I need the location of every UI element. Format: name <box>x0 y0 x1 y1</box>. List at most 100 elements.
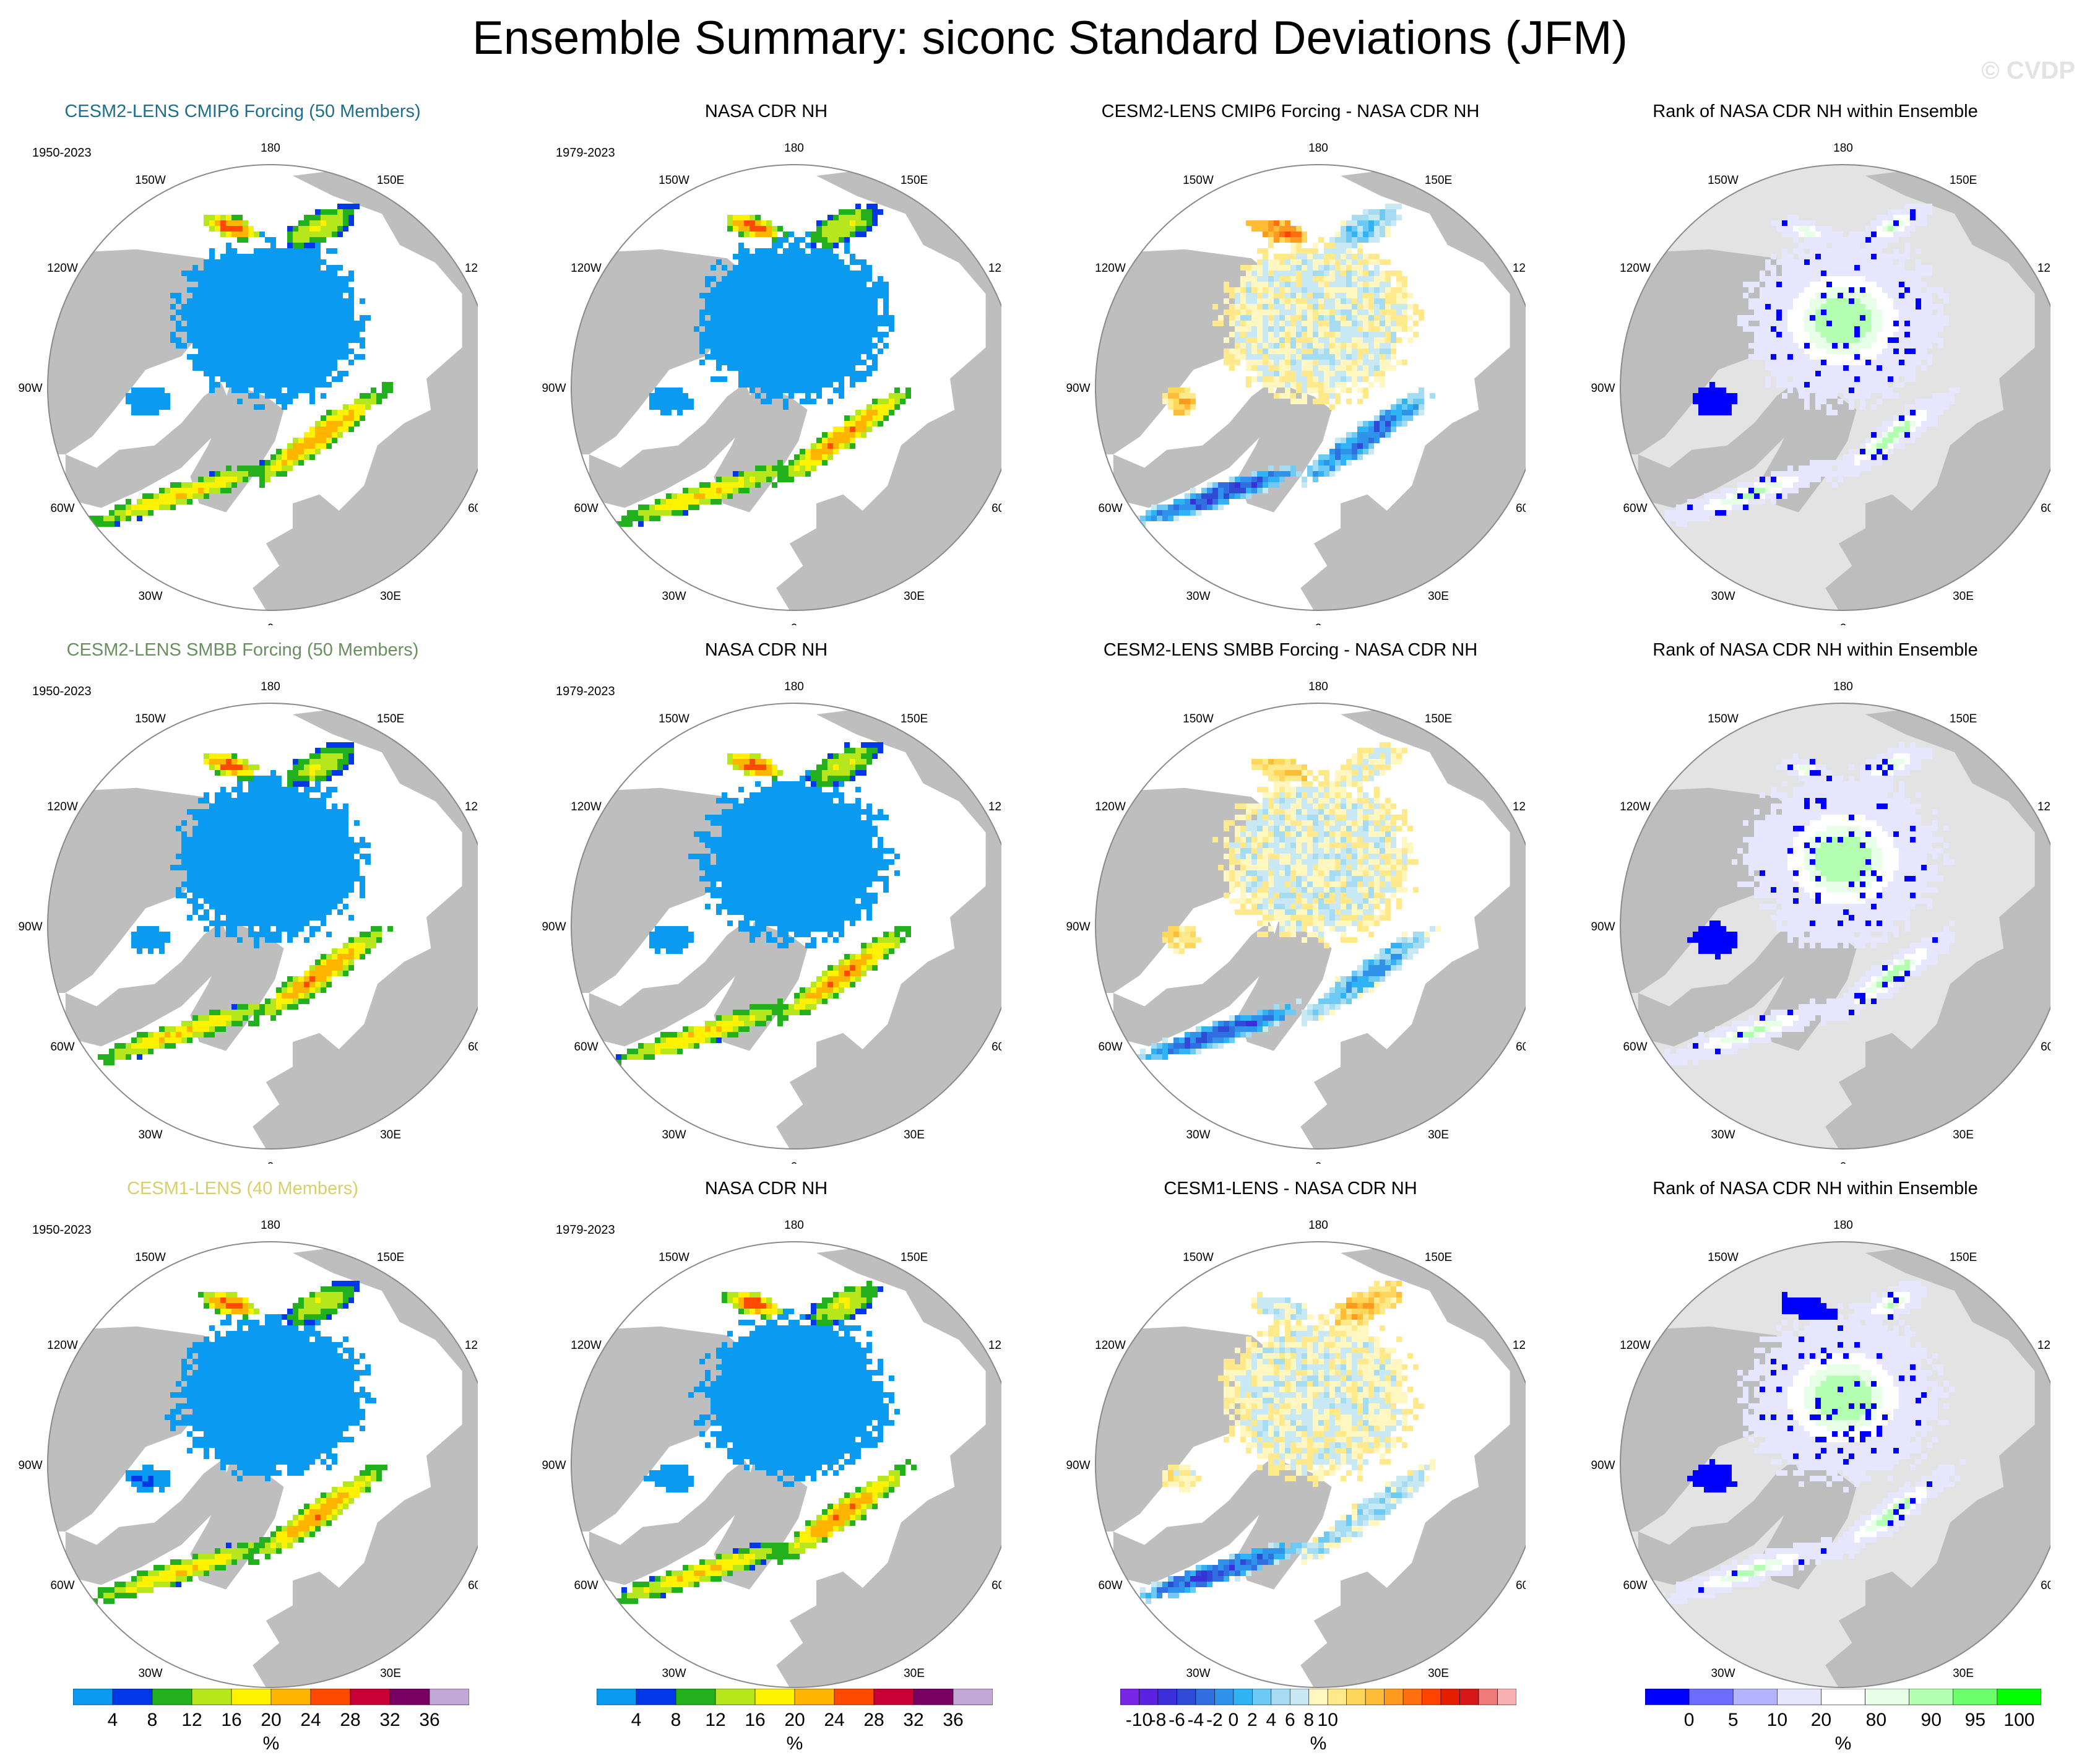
data-cell <box>298 310 304 315</box>
data-cell <box>1932 337 1938 343</box>
data-cell <box>1240 337 1246 343</box>
data-cell <box>1268 343 1274 349</box>
data-cell <box>248 776 254 781</box>
data-cell <box>226 326 231 332</box>
data-cell <box>1296 282 1302 287</box>
data-cell <box>1263 265 1268 271</box>
data-cell <box>270 304 276 310</box>
data-cell <box>226 798 231 804</box>
data-cell <box>1179 505 1185 510</box>
data-cell <box>1374 232 1380 237</box>
data-cell <box>1849 232 1854 237</box>
data-cell <box>1374 415 1380 421</box>
data-cell <box>822 248 827 254</box>
data-cell <box>1776 365 1782 371</box>
data-cell <box>660 393 666 399</box>
data-cell <box>237 848 243 854</box>
data-cell <box>304 310 309 315</box>
data-cell <box>254 310 259 315</box>
data-cell <box>1776 471 1782 477</box>
data-cell <box>1849 354 1854 360</box>
data-cell <box>839 215 844 220</box>
data-cell <box>827 371 833 376</box>
data-cell <box>304 848 309 854</box>
data-cell <box>1821 376 1826 382</box>
data-cell <box>1385 343 1391 349</box>
data-cell <box>1670 510 1676 516</box>
data-cell <box>1826 259 1832 265</box>
data-cell <box>1748 343 1754 349</box>
data-cell <box>332 427 337 432</box>
data-cell <box>1682 521 1687 527</box>
data-cell <box>298 259 304 265</box>
data-cell <box>1916 271 1921 276</box>
data-cell <box>1324 354 1329 360</box>
data-cell <box>204 354 209 360</box>
data-cell <box>1268 371 1274 376</box>
data-cell <box>1916 310 1921 315</box>
data-cell <box>259 804 265 809</box>
data-cell <box>1357 360 1363 365</box>
data-cell <box>226 287 231 293</box>
data-cell <box>1904 315 1910 321</box>
data-cell <box>332 765 337 770</box>
data-cell <box>243 798 248 804</box>
data-cell <box>315 365 321 371</box>
data-cell <box>1402 287 1407 293</box>
data-cell <box>321 443 326 449</box>
data-cell <box>187 499 192 505</box>
data-cell <box>833 259 839 265</box>
data-cell <box>1207 488 1212 493</box>
data-cell <box>783 248 789 254</box>
data-cell <box>766 360 772 365</box>
data-cell <box>1285 232 1290 237</box>
data-cell <box>315 349 321 354</box>
data-cell <box>1335 237 1341 243</box>
data-cell <box>337 287 343 293</box>
data-cell <box>1257 326 1263 332</box>
data-cell <box>1932 415 1938 421</box>
data-cell <box>1229 493 1235 499</box>
data-cell <box>304 770 309 776</box>
data-cell <box>326 787 332 792</box>
data-cell <box>1865 282 1871 287</box>
data-cell <box>1246 326 1251 332</box>
data-cell <box>1888 321 1893 326</box>
data-cell <box>627 521 633 527</box>
data-cell <box>621 516 627 521</box>
data-cell <box>265 848 270 854</box>
data-cell <box>1246 271 1251 276</box>
data-cell <box>1821 471 1826 477</box>
data-cell <box>354 204 360 209</box>
data-cell <box>1218 315 1224 321</box>
data-cell <box>1799 220 1804 226</box>
data-cell <box>1843 466 1849 471</box>
longitude-label: 150W <box>1183 174 1214 187</box>
data-cell <box>309 237 315 243</box>
data-cell <box>1865 298 1871 304</box>
data-cell <box>1726 488 1732 493</box>
data-cell <box>298 265 304 271</box>
data-cell <box>360 410 365 415</box>
data-cell <box>376 393 382 399</box>
data-cell <box>855 321 861 326</box>
data-cell <box>1229 315 1235 321</box>
data-cell <box>1793 298 1799 304</box>
data-cell <box>1760 304 1765 310</box>
data-cell <box>1782 360 1787 365</box>
data-cell <box>181 831 187 837</box>
data-cell <box>1888 354 1893 360</box>
data-cell <box>215 326 220 332</box>
data-cell <box>766 259 772 265</box>
data-cell <box>733 220 738 226</box>
data-cell <box>722 310 727 315</box>
data-cell <box>1726 404 1732 410</box>
data-cell <box>761 265 766 271</box>
data-cell <box>282 382 287 388</box>
data-cell <box>1698 516 1704 521</box>
data-cell <box>1793 337 1799 343</box>
data-cell <box>1882 220 1888 226</box>
data-cell <box>716 349 722 354</box>
data-cell <box>733 321 738 326</box>
data-cell <box>343 404 348 410</box>
